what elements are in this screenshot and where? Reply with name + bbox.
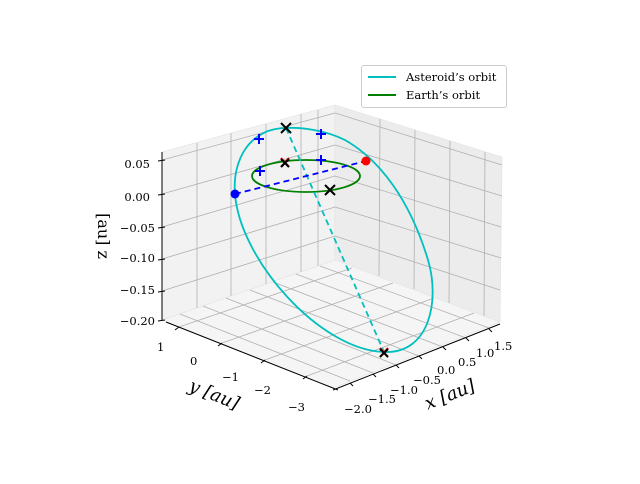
svg-text:−0.10: −0.10 — [120, 251, 155, 265]
legend-item-asteroid: Asteroid’s orbit — [368, 68, 496, 86]
svg-text:−0.15: −0.15 — [120, 283, 155, 297]
earth-orbit — [251, 159, 361, 193]
y-tick-labels: 1 0 −1 −2 −3 — [157, 340, 305, 414]
legend-label-earth: Earth’s orbit — [406, 88, 481, 102]
legend-item-earth: Earth’s orbit — [368, 86, 480, 104]
svg-text:−1: −1 — [222, 370, 239, 384]
descending-node-point — [361, 156, 371, 166]
black-x-markers — [280, 122, 389, 358]
ascending-node-point — [230, 189, 240, 199]
z-axis-label: [au] z — [94, 213, 113, 259]
z-tick-labels: 0.05 0.00 −0.05 −0.10 −0.15 −0.20 — [120, 157, 155, 328]
svg-text:0.0: 0.0 — [437, 363, 455, 377]
y-axis-line — [165, 321, 339, 391]
svg-text:1.5: 1.5 — [494, 339, 512, 353]
svg-text:−0.05: −0.05 — [120, 221, 155, 235]
legend-line-earth — [368, 94, 396, 96]
svg-text:0.05: 0.05 — [124, 157, 150, 171]
svg-text:−2: −2 — [254, 383, 271, 397]
x-axis-line — [332, 323, 501, 391]
x-tick-labels: −2.0 −1.5 −1.0 −0.5 0.0 0.5 1.0 1.5 — [344, 339, 512, 416]
svg-text:−2.0: −2.0 — [344, 402, 372, 416]
svg-text:−1.5: −1.5 — [368, 392, 396, 406]
plus-markers — [254, 129, 326, 176]
axis-lines — [157, 152, 501, 391]
svg-text:0.5: 0.5 — [458, 355, 476, 369]
svg-text:0.00: 0.00 — [124, 190, 150, 204]
grid-lines — [161, 110, 503, 382]
apsis-line — [285, 127, 385, 353]
node-line — [234, 160, 367, 195]
legend-line-asteroid — [368, 76, 396, 78]
legend-label-asteroid: Asteroid’s orbit — [406, 70, 497, 84]
svg-text:−0.5: −0.5 — [413, 373, 441, 387]
svg-text:1: 1 — [157, 340, 164, 354]
svg-text:−1.0: −1.0 — [390, 383, 418, 397]
svg-text:−0.20: −0.20 — [120, 314, 155, 328]
svg-text:−3: −3 — [288, 400, 305, 414]
legend: Asteroid’s orbit Earth’s orbit — [361, 65, 507, 108]
svg-text:0: 0 — [190, 354, 197, 368]
svg-text:1.0: 1.0 — [476, 346, 494, 360]
